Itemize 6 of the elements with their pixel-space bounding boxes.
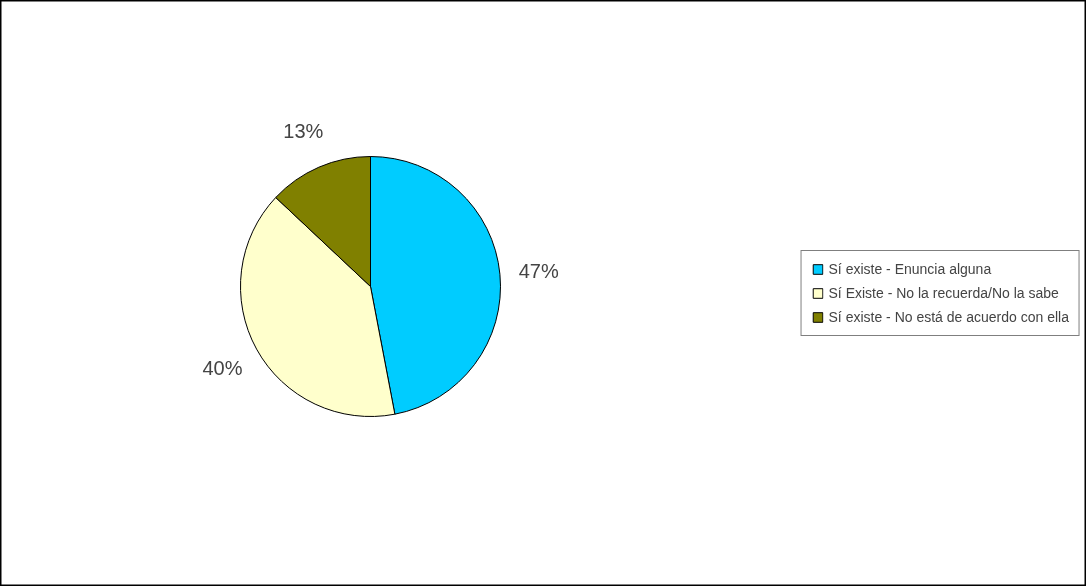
data-label: 13%	[283, 120, 324, 143]
legend-label: Sí Existe - No la recuerda/No la sabe	[828, 285, 1059, 301]
data-label: 40%	[202, 356, 243, 379]
legend-label: Sí existe - Enuncia alguna	[828, 261, 992, 277]
data-label: 47%	[518, 259, 559, 282]
legend-label: Sí existe - No está de acuerdo con ella	[828, 309, 1069, 325]
